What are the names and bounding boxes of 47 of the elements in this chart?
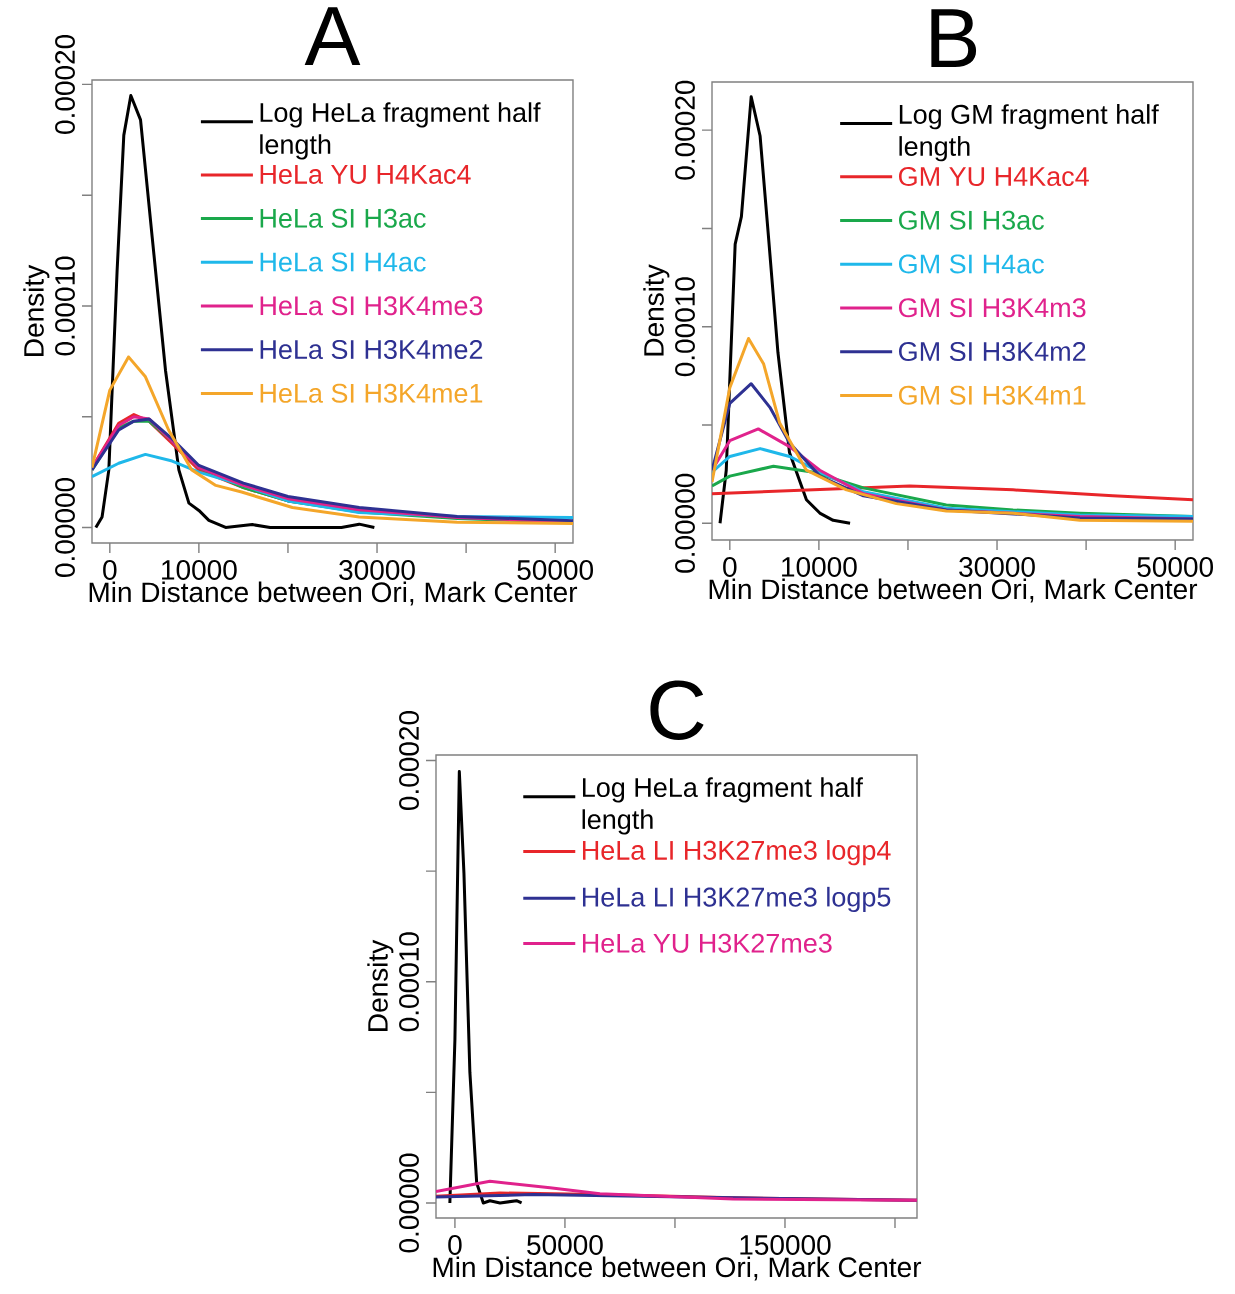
x-tick-label: 0 <box>448 1235 462 1255</box>
x-axis-title: Min Distance between Ori, Mark Center <box>433 1256 922 1281</box>
legend-label: HeLa SI H4ac <box>260 252 426 272</box>
chart-title: C <box>650 680 704 740</box>
y-axis-title: Density <box>23 264 50 356</box>
x-tick-label: 30000 <box>339 560 415 580</box>
y-axis-title: Density <box>367 939 394 1031</box>
chart-title: A <box>304 7 361 65</box>
y-tick-label: 0.00010 <box>675 277 695 377</box>
legend-label: HeLa SI H3K4me3 <box>260 296 483 316</box>
legend-label: HeLa YU H3K27me3 <box>582 933 832 953</box>
y-tick-label: 0.00000 <box>399 1153 419 1253</box>
legend-label: GM SI H3K4m3 <box>899 298 1086 318</box>
y-tick-label: 0.00000 <box>675 473 695 573</box>
legend-label: GM SI H3K4m2 <box>899 341 1086 362</box>
x-tick-label: 150000 <box>740 1235 831 1255</box>
legend-label: GM YU H4Kac4 <box>899 166 1089 187</box>
legend-label: GM SI H3ac <box>899 210 1044 230</box>
legend-label: HeLa SI H3K4me1 <box>260 383 483 403</box>
y-tick-label: 0.00000 <box>55 477 75 577</box>
x-tick-label: 10000 <box>782 557 857 577</box>
chart-title: B <box>931 9 977 67</box>
y-tick-label: 0.00020 <box>55 34 75 134</box>
x-tick-label: 50000 <box>527 1235 603 1255</box>
legend-label: Log HeLa fragment half length <box>260 102 541 160</box>
x-axis-title: Min Distance between Ori, Mark Center <box>89 581 578 606</box>
x-tick-label: 10000 <box>162 560 237 580</box>
legend-label: HeLa SI H3ac <box>260 208 426 228</box>
y-tick-label: 0.00020 <box>675 80 695 180</box>
y-axis-title: Density <box>643 264 670 356</box>
y-tick-label: 0.00010 <box>399 932 419 1032</box>
x-tick-label: 50000 <box>517 560 594 580</box>
legend-label: HeLa LI H3K27me3 logp4 <box>582 840 891 866</box>
legend-label: GM SI H3K4m1 <box>899 385 1086 405</box>
legend-label: Log GM fragment half length <box>899 104 1159 162</box>
y-tick-label: 0.00020 <box>399 711 419 811</box>
x-tick-label: 50000 <box>1137 557 1214 577</box>
legend-label: HeLa YU H4Kac4 <box>260 165 471 184</box>
x-tick-label: 0 <box>103 560 117 580</box>
x-axis-title: Min Distance between Ori, Mark Center <box>709 578 1198 603</box>
legend-label: HeLa SI H3K4me2 <box>260 339 483 360</box>
x-tick-label: 30000 <box>959 557 1035 577</box>
legend-label: Log HeLa fragment half length <box>582 777 863 835</box>
x-tick-label: 0 <box>723 557 737 577</box>
legend-label: HeLa LI H3K27me3 logp5 <box>582 886 891 913</box>
y-tick-label: 0.00010 <box>55 256 75 356</box>
legend-label: GM SI H4ac <box>899 254 1044 274</box>
